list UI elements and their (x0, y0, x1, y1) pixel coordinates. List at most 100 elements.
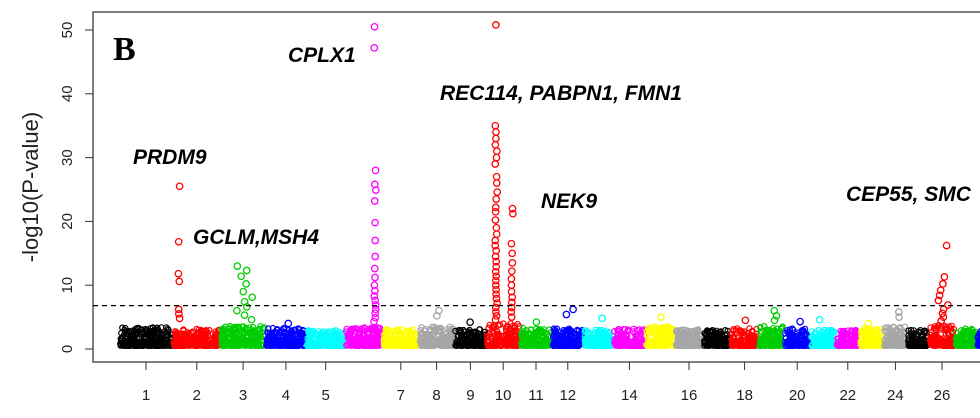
snp-point (494, 340, 501, 348)
snp-point (491, 281, 500, 290)
snp-point (305, 328, 312, 335)
snp-point (157, 342, 165, 349)
snp-point (491, 207, 500, 216)
snp-point (919, 331, 927, 339)
snp-point (894, 336, 901, 343)
snp-point (936, 286, 945, 295)
snp-point (287, 329, 294, 336)
snp-point (491, 160, 500, 168)
snp-point (881, 342, 888, 349)
snp-point (769, 331, 776, 338)
snp-point (812, 328, 819, 336)
snp-point (484, 338, 491, 345)
snp-point (163, 340, 170, 348)
snp-point (461, 337, 468, 344)
snp-point (437, 328, 445, 336)
snp-point (372, 340, 379, 348)
snp-point (897, 324, 904, 331)
snp-point (689, 342, 696, 349)
snp-point (647, 324, 654, 331)
snp-point (574, 333, 582, 340)
snp-point (927, 339, 935, 347)
snp-point (673, 327, 680, 334)
snp-point (729, 327, 737, 334)
snp-point (370, 197, 379, 205)
snp-point (957, 339, 964, 346)
snp-point (371, 236, 380, 245)
x-tick-label: 12 (559, 387, 576, 404)
snp-point (120, 331, 128, 339)
snp-point (884, 341, 891, 348)
snp-point (586, 337, 593, 344)
snp-point (569, 342, 576, 349)
snp-point (932, 342, 939, 349)
snp-point (386, 327, 393, 334)
snp-point (427, 334, 434, 341)
snp-point (645, 338, 652, 345)
snp-point (965, 339, 973, 347)
snp-point (815, 315, 824, 324)
snp-point (254, 332, 261, 339)
snp-point (693, 335, 700, 342)
snp-point (158, 330, 165, 337)
snp-point (336, 328, 343, 336)
y-tick-label: 50 (59, 22, 76, 39)
snp-point (559, 335, 567, 342)
snp-point (309, 327, 316, 335)
snp-point (492, 257, 501, 266)
snp-point (835, 342, 842, 349)
snp-point (485, 324, 492, 331)
snp-point (329, 342, 336, 349)
snp-point (263, 342, 270, 349)
gene-annotation: GCLM,MSH4 (193, 226, 319, 249)
y-tick-label: 20 (59, 213, 76, 230)
snp-point (360, 335, 367, 343)
x-tick-label: 26 (934, 387, 951, 404)
snp-point (552, 329, 559, 336)
snp-point (586, 329, 593, 336)
snp-point (757, 324, 764, 332)
snp-point (606, 332, 613, 339)
snp-point (174, 269, 183, 278)
snp-point (122, 335, 129, 342)
snp-point (371, 313, 380, 322)
snp-point (382, 341, 389, 348)
snp-point (492, 21, 500, 29)
snp-point (605, 328, 612, 336)
snp-point (582, 341, 589, 349)
snp-point (295, 329, 302, 336)
snp-point (825, 340, 832, 347)
snp-point (492, 285, 500, 294)
snp-point (895, 313, 903, 321)
snp-point (223, 327, 230, 334)
snp-point (977, 342, 980, 349)
snp-point (534, 328, 542, 335)
snp-point (562, 310, 571, 319)
snp-point (492, 223, 501, 232)
snp-point (762, 334, 770, 341)
snp-point (507, 303, 516, 312)
snp-point (591, 335, 598, 342)
x-tick-label: 22 (839, 387, 856, 404)
snp-point (424, 334, 432, 341)
snp-point (849, 342, 857, 349)
snp-point (507, 239, 516, 248)
snp-point (371, 309, 380, 318)
snp-point (757, 339, 764, 346)
snp-point (125, 342, 132, 349)
snp-point (393, 328, 401, 336)
snp-point (978, 327, 980, 334)
snp-point (336, 332, 344, 339)
snp-point (644, 324, 652, 331)
snp-point (439, 341, 446, 348)
snp-point (370, 22, 379, 31)
snp-point (634, 331, 641, 339)
snp-point (466, 318, 474, 327)
snp-point (741, 342, 749, 349)
snp-point (466, 330, 474, 337)
snp-point (796, 317, 804, 326)
snp-point (492, 290, 500, 298)
snp-point (526, 334, 533, 341)
snp-point (310, 331, 317, 338)
snp-point (131, 327, 138, 335)
